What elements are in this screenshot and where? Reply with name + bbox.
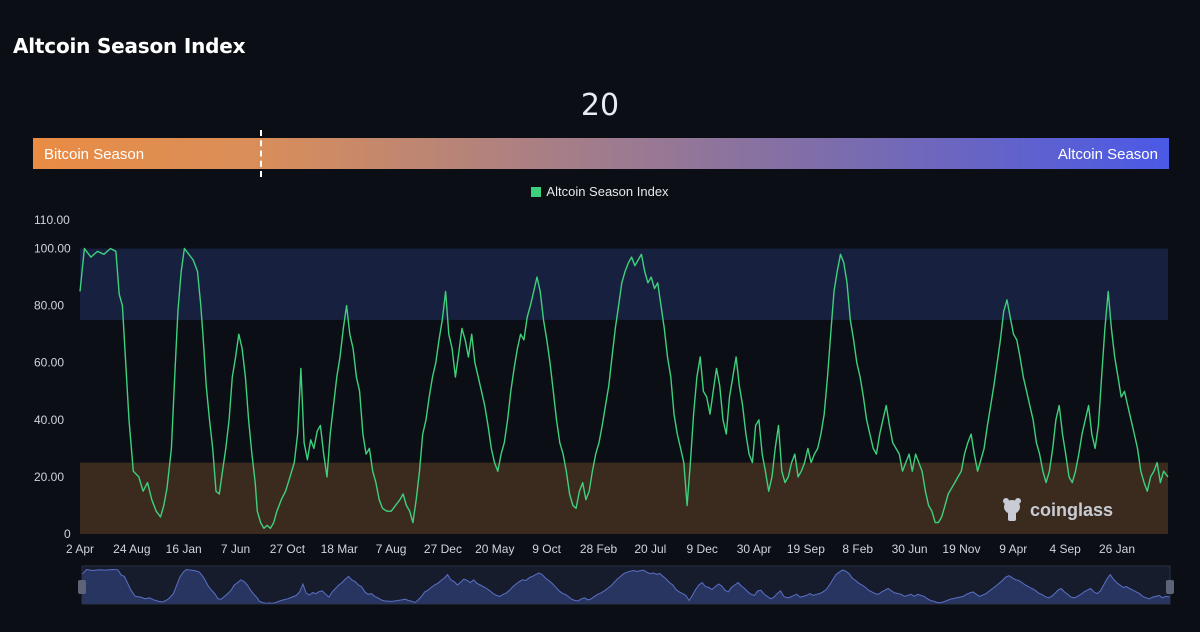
x-tick-label: 16 Jan [166, 542, 202, 556]
x-tick-label: 18 Mar [321, 542, 358, 556]
y-tick-label: 40.00 [34, 413, 64, 427]
x-axis: 2 Apr 24 Aug 16 Jan 7 Jun 27 Oct 18 Mar 7 Aug 2… [66, 542, 1135, 556]
series-group [79, 247, 1169, 529]
x-tick-label: 7 Jun [221, 542, 250, 556]
altcoin-season-label: Altcoin Season [1057, 146, 1158, 163]
band-altcoin-season [80, 248, 1168, 320]
x-tick-label: 24 Aug [113, 542, 150, 556]
x-tick-label: 8 Feb [842, 542, 873, 556]
x-tick-label: 30 Jun [892, 542, 928, 556]
chart-legend[interactable]: Altcoin Season Index [0, 184, 1200, 199]
current-index-value: 20 [580, 88, 620, 123]
legend-series-label: Altcoin Season Index [546, 184, 669, 199]
legend-swatch [531, 187, 542, 197]
y-axis: 0 20.00 40.00 60.00 80.00 100.00 110.00 [34, 213, 71, 541]
coinglass-logo-icon [1003, 498, 1021, 521]
x-tick-label: 19 Nov [942, 542, 980, 556]
x-tick-label: 2 Apr [66, 542, 94, 556]
x-tick-label: 27 Dec [424, 542, 462, 556]
y-tick-label: 0 [64, 527, 71, 541]
watermark: coinglass [1003, 498, 1113, 521]
bitcoin-season-label: Bitcoin Season [44, 146, 145, 163]
y-tick-label: 20.00 [34, 470, 64, 484]
x-tick-label: 20 May [475, 542, 514, 556]
x-tick-label: 19 Sep [787, 542, 825, 556]
x-tick-label: 7 Aug [376, 542, 407, 556]
navigator-handle-right[interactable] [1166, 580, 1174, 594]
x-tick-label: 9 Apr [999, 542, 1027, 556]
season-gauge-bar: Bitcoin Season Altcoin Season [33, 130, 1169, 177]
watermark-text: coinglass [1030, 500, 1113, 520]
x-tick-label: 30 Apr [737, 542, 772, 556]
y-tick-label: 60.00 [34, 356, 64, 370]
page-title: Altcoin Season Index [13, 34, 246, 58]
x-tick-label: 4 Sep [1049, 542, 1081, 556]
navigator-background [82, 566, 1170, 604]
x-tick-label: 9 Dec [687, 542, 718, 556]
season-bands [80, 248, 1168, 534]
y-tick-label: 100.00 [34, 242, 71, 256]
navigator-frame [81, 565, 1171, 605]
x-tick-label: 27 Oct [270, 542, 306, 556]
navigator-handle-left[interactable] [78, 580, 86, 594]
x-tick-label: 20 Jul [634, 542, 666, 556]
navigator-series-area [81, 568, 1171, 605]
x-tick-label: 28 Feb [580, 542, 618, 556]
x-tick-label: 9 Oct [532, 542, 561, 556]
x-tick-label: 26 Jan [1099, 542, 1135, 556]
gauge-value-marker [260, 130, 262, 177]
y-tick-label: 80.00 [34, 299, 64, 313]
series-line-altcoin-season-index [79, 247, 1169, 529]
band-bitcoin-season [80, 462, 1168, 534]
y-tick-label: 110.00 [34, 213, 70, 227]
range-navigator[interactable] [78, 565, 1174, 605]
